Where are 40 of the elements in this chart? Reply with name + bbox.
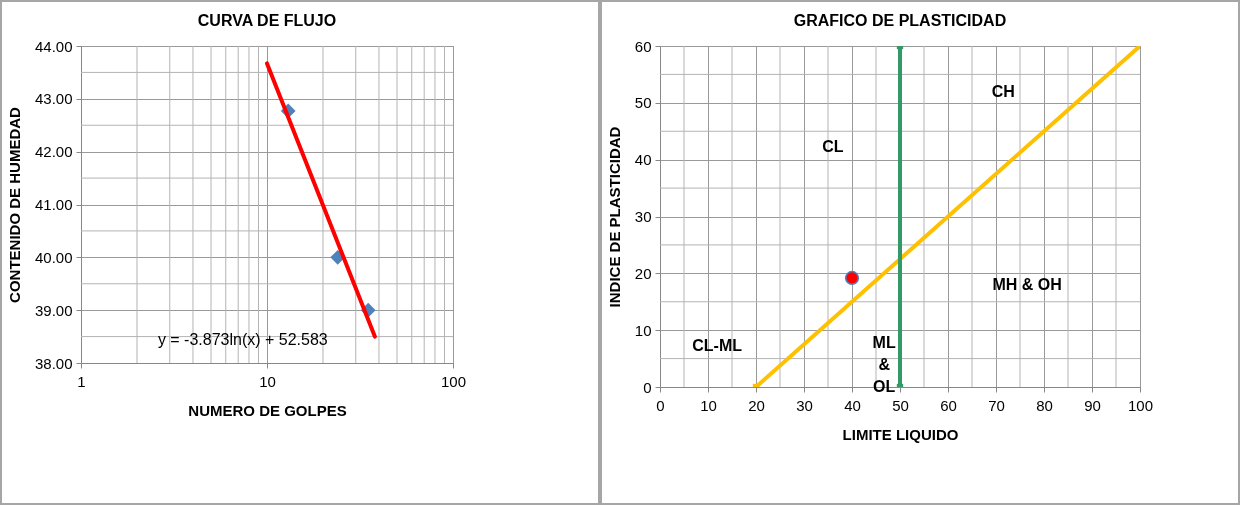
x-tick-label: 30	[796, 396, 813, 414]
x-tick-label: 100	[440, 372, 467, 390]
x-axis-title: NUMERO DE GOLPES	[188, 401, 347, 419]
x-tick-label: 1	[77, 372, 86, 390]
annotation: CH	[991, 83, 1015, 101]
y-tick-label: 40	[634, 151, 652, 169]
y-tick-label: 43.00	[34, 90, 73, 108]
x-tick-label: 10	[700, 396, 717, 414]
x-tick-label: 40	[844, 396, 861, 414]
x-tick-label: 50	[892, 396, 909, 414]
y-tick-label: 20	[634, 264, 652, 282]
annotation: y = -3.873ln(x) + 52.583	[157, 330, 328, 348]
x-tick-label: 70	[988, 396, 1005, 414]
point	[844, 270, 860, 285]
x-tick-label: 0	[656, 396, 665, 414]
y-tick-label: 42.00	[34, 143, 73, 161]
chart-title: CURVA DE FLUJO	[197, 12, 337, 29]
y-tick-label: 38.00	[34, 354, 73, 372]
x-tick-label: 90	[1084, 396, 1101, 414]
x-tick-label: 20	[748, 396, 765, 414]
annotation: ML & OL	[872, 333, 896, 395]
y-tick-label: 39.00	[34, 301, 73, 319]
y-axis-title: CONTENIDO DE HUMEDAD	[5, 106, 23, 303]
annotation: CL-ML	[692, 337, 743, 355]
y-tick-label: 60	[634, 37, 652, 55]
y-tick-label: 30	[634, 208, 652, 225]
y-tick-label: 44.00	[34, 37, 73, 55]
x-tick-label: 100	[1127, 396, 1154, 414]
annotation: MH & OH	[992, 276, 1062, 294]
y-axis-title: INDICE DE PLASTICIDAD	[605, 126, 623, 308]
annotation: CL	[822, 138, 844, 156]
y-tick-label: 50	[634, 94, 652, 112]
chart-title: GRAFICO DE PLASTICIDAD	[793, 12, 1007, 29]
x-axis-title: LIMITE LIQUIDO	[842, 425, 959, 443]
x-tick-label: 80	[1036, 396, 1053, 414]
y-tick-label: 41.00	[34, 196, 73, 213]
y-tick-label: 40.00	[34, 248, 73, 266]
y-tick-label: 10	[634, 321, 652, 339]
x-tick-label: 10	[259, 372, 276, 390]
x-tick-label: 60	[940, 396, 957, 414]
